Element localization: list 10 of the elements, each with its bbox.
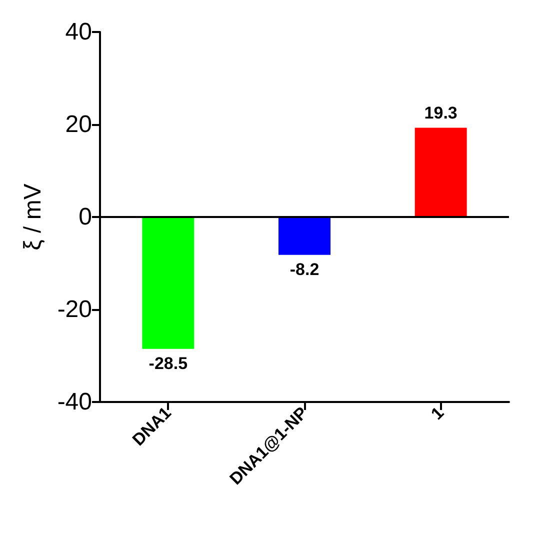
y-tick-label: 40 [65,18,92,46]
data-label: -8.2 [290,260,320,279]
y-tick-label: -20 [57,296,92,323]
x-tick-label: 1 [427,403,448,424]
y-tick-label: 20 [65,111,92,138]
data-label: 19.3 [424,104,458,123]
y-tick-label: 0 [78,204,92,230]
y-tick-label: -40 [57,388,92,416]
y-axis-title: ξ / mV [20,184,46,250]
data-label: -28.5 [148,354,188,373]
